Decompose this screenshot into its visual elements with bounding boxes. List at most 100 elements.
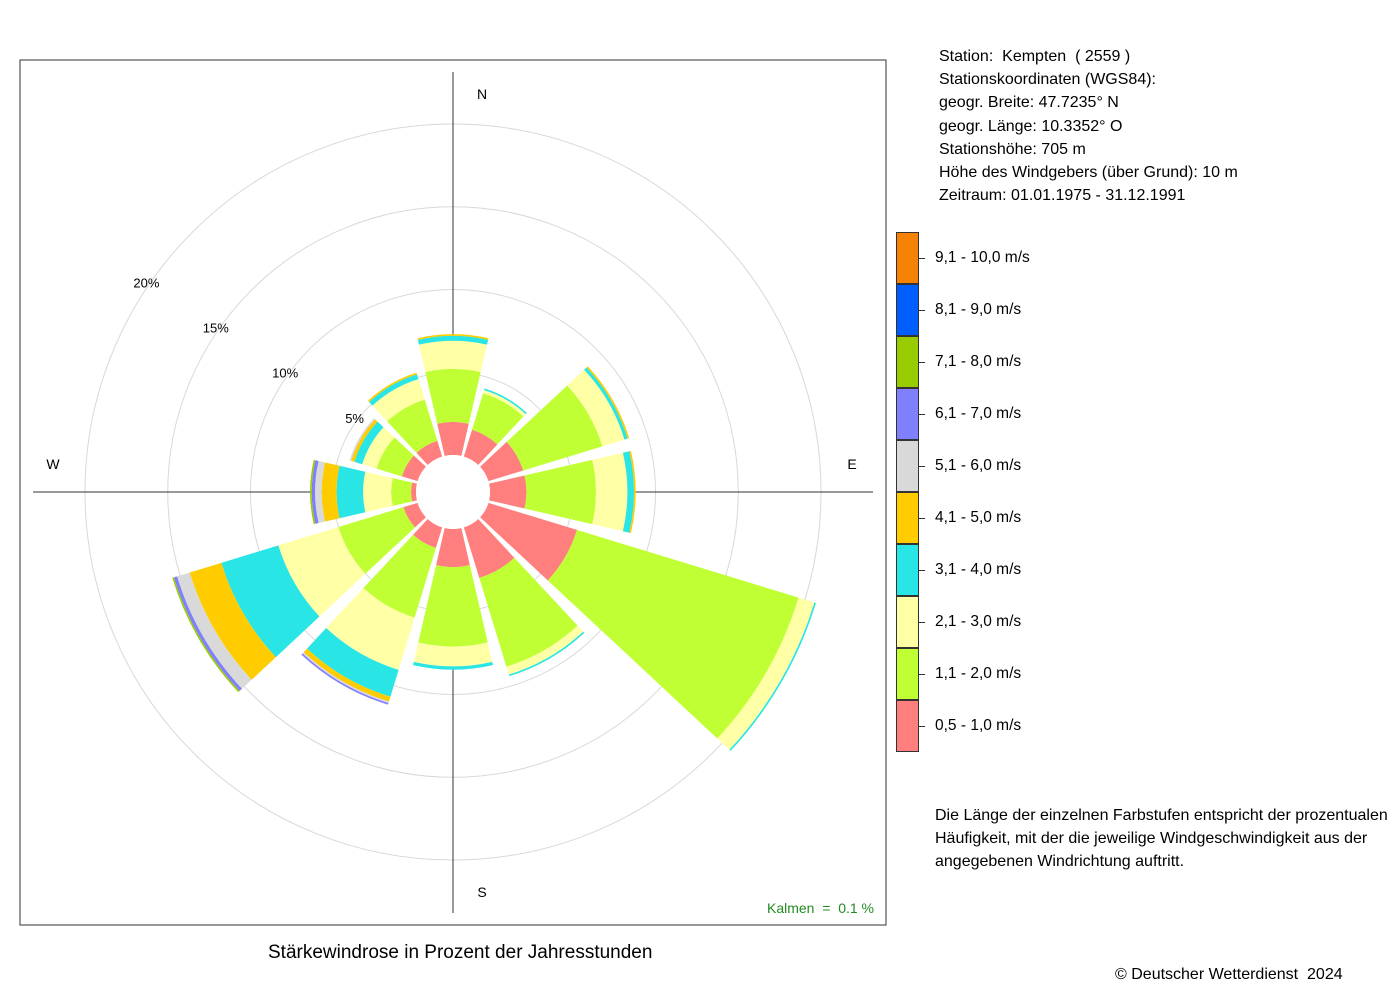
- sector-330-class-5: [367, 372, 418, 402]
- sector-270-class-4: [336, 465, 366, 519]
- period-text: Zeitraum: 01.01.1975 - 31.12.1991: [939, 187, 1186, 205]
- sector-210-class-3: [326, 588, 415, 670]
- sector-210-class-2: [363, 534, 436, 618]
- sector-240-class-3: [278, 527, 366, 617]
- legend-tick-8: [919, 362, 925, 363]
- legend-swatch-8: [896, 336, 919, 388]
- sector-270-class-3: [363, 471, 393, 513]
- legend-label-8: 7,1 - 8,0 m/s: [935, 353, 1022, 370]
- sector-180-class-4: [413, 661, 493, 670]
- sector-0-class-4: [417, 335, 489, 345]
- legend-swatch-10: [896, 232, 919, 284]
- sector-270-class-7: [311, 460, 319, 524]
- sector-180-class-1: [436, 528, 470, 568]
- legend-swatch-3: [896, 596, 919, 648]
- legend-swatch-2: [896, 648, 919, 700]
- plot-frame: [19, 59, 887, 926]
- legend-label-2: 1,1 - 2,0 m/s: [935, 665, 1022, 682]
- legend-label-4: 3,1 - 4,0 m/s: [935, 561, 1022, 578]
- compass-w-label: W: [46, 456, 60, 472]
- sector-30-class-1: [463, 429, 498, 465]
- sector-330-class-1: [416, 440, 443, 465]
- legend-label-1: 0,5 - 1,0 m/s: [935, 717, 1022, 734]
- sector-300-class-1: [401, 455, 426, 482]
- rose-sectors: [172, 334, 816, 751]
- sector-90-class-5: [629, 450, 636, 534]
- sector-180-class-3: [413, 642, 493, 667]
- legend-label-5: 4,1 - 5,0 m/s: [935, 509, 1022, 526]
- sector-300-class-2: [376, 437, 414, 477]
- legend-swatch-7: [896, 388, 919, 440]
- legend-tick-3: [919, 622, 925, 623]
- compass-s-label: S: [477, 884, 486, 900]
- explanation-note: Die Länge der einzelnen Farbstufen entsp…: [935, 807, 1388, 871]
- legend-tick-4: [919, 570, 925, 571]
- sector-330-class-3: [372, 379, 425, 422]
- sector-330-class-2: [387, 399, 438, 453]
- sector-90-class-1: [489, 475, 527, 509]
- sector-240-class-6: [177, 572, 252, 689]
- sector-210-class-1: [413, 519, 443, 548]
- calm-circle: [416, 455, 490, 529]
- sector-0-class-3: [418, 340, 488, 373]
- sector-240-class-4: [221, 545, 320, 658]
- legend-label-3: 2,1 - 3,0 m/s: [935, 613, 1022, 630]
- sector-270-class-2: [391, 478, 413, 506]
- sector-270-class-1: [411, 482, 417, 502]
- sector-0-class-1: [437, 421, 469, 456]
- sector-150-class-3: [506, 625, 584, 675]
- sector-30-class-3: [483, 390, 526, 417]
- anemometer-height-text: Höhe des Windgebers (über Grund): 10 m: [939, 164, 1238, 182]
- sector-120-class-1: [480, 502, 578, 581]
- legend-swatch-9: [896, 284, 919, 336]
- sector-150-class-1: [463, 519, 515, 579]
- legend-swatch-6: [896, 440, 919, 492]
- sector-120-class-3: [717, 597, 815, 750]
- sector-0-class-5: [417, 334, 489, 340]
- sector-60-class-4: [584, 367, 628, 440]
- legend-label-10: 9,1 - 10,0 m/s: [935, 249, 1030, 266]
- sector-90-class-4: [622, 451, 634, 533]
- legend-tick-5: [919, 518, 925, 519]
- legend-label-6: 5,1 - 6,0 m/s: [935, 457, 1022, 474]
- station-info: Station: Kempten ( 2559 ) Stationskoordi…: [939, 45, 1238, 207]
- legend-tick-1: [919, 726, 925, 727]
- sector-330-class-4: [369, 374, 419, 406]
- longitude-text: geogr. Länge: 10.3352° O: [939, 117, 1123, 135]
- calm-label: Kalmen = 0.1 %: [767, 900, 874, 916]
- legend-tick-7: [919, 414, 925, 415]
- ring-label-15: 15%: [203, 321, 229, 336]
- ring-labels: 5% 10% 15% 20%: [133, 276, 364, 426]
- sector-300-class-6: [349, 418, 376, 461]
- sector-240-class-2: [338, 507, 416, 574]
- sector-210-class-4: [306, 628, 399, 697]
- sector-300-class-5: [351, 419, 378, 462]
- legend-swatch-5: [896, 492, 919, 544]
- sector-300-class-3: [362, 427, 395, 469]
- compass-e-label: E: [847, 456, 856, 472]
- ring-label-20: 20%: [133, 276, 159, 291]
- legend-tick-6: [919, 466, 925, 467]
- sector-30-class-2: [472, 393, 524, 445]
- legend-tick-10: [919, 258, 925, 259]
- sector-60-class-1: [480, 441, 524, 482]
- sector-270-class-5: [321, 462, 340, 522]
- sector-90-class-3: [592, 452, 628, 532]
- legend-label-7: 6,1 - 7,0 m/s: [935, 405, 1022, 422]
- sector-240-class-5: [189, 562, 276, 680]
- compass-n-label: N: [477, 86, 487, 102]
- sector-270-class-8: [310, 459, 316, 525]
- legend-tick-2: [919, 674, 925, 675]
- sector-0-class-2: [425, 368, 481, 424]
- station-name: Station: Kempten ( 2559 ): [939, 48, 1131, 65]
- sector-150-class-2: [479, 557, 578, 667]
- ring-label-5: 5%: [345, 411, 364, 426]
- ring-label-10: 10%: [272, 366, 298, 381]
- coords-heading: Stationskoordinaten (WGS84):: [939, 71, 1156, 89]
- sector-180-class-2: [418, 565, 488, 647]
- sector-210-class-5: [303, 648, 391, 702]
- legend-swatch-1: [896, 700, 919, 752]
- sector-240-class-7: [173, 576, 242, 692]
- sector-270-class-6: [315, 460, 326, 524]
